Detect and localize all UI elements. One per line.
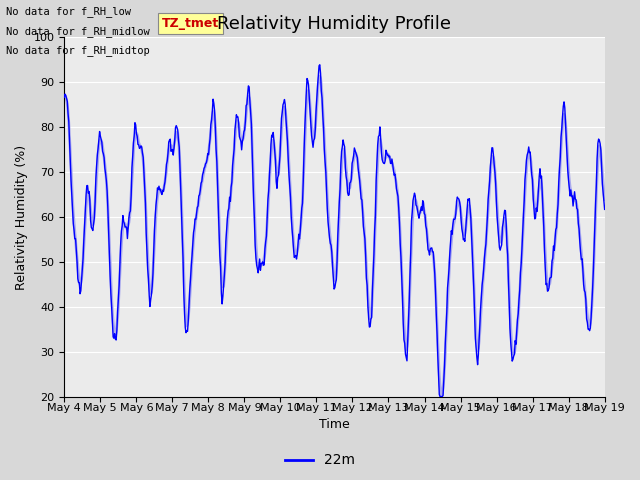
- Y-axis label: Relativity Humidity (%): Relativity Humidity (%): [15, 144, 28, 289]
- Text: No data for f_RH_low: No data for f_RH_low: [6, 6, 131, 17]
- Title: Relativity Humidity Profile: Relativity Humidity Profile: [218, 15, 451, 33]
- Text: TZ_tmet: TZ_tmet: [161, 17, 219, 30]
- Text: No data for f_RH_midtop: No data for f_RH_midtop: [6, 45, 150, 56]
- Text: No data for f_RH_midlow: No data for f_RH_midlow: [6, 25, 150, 36]
- X-axis label: Time: Time: [319, 419, 350, 432]
- Legend: 22m: 22m: [280, 448, 360, 473]
